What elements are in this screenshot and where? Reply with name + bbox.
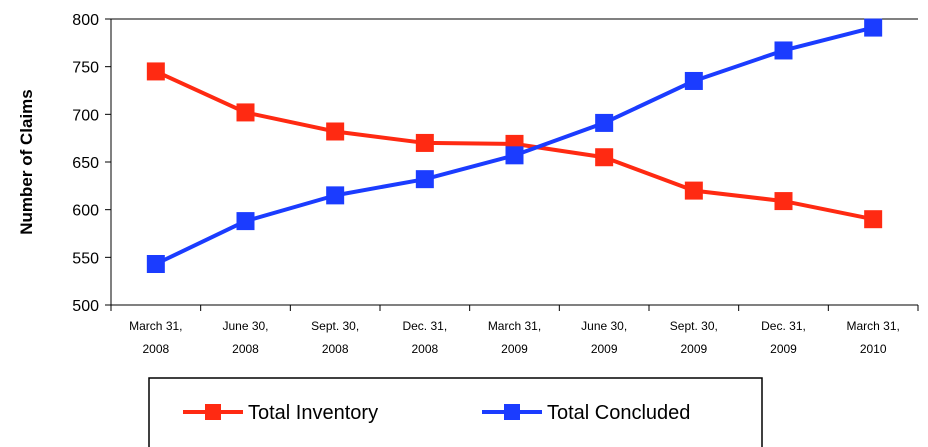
x-tick-label: Dec. 31, 2008 bbox=[402, 319, 447, 356]
y-tick-label: 650 bbox=[72, 155, 99, 172]
y-tick-label: 700 bbox=[72, 107, 99, 124]
data-point-total-concluded bbox=[684, 71, 703, 90]
data-point-total-concluded bbox=[505, 146, 524, 165]
data-point-total-concluded bbox=[326, 186, 345, 205]
x-tick-label: March 31, 2009 bbox=[488, 319, 541, 356]
legend-label: Total Concluded bbox=[547, 402, 690, 424]
data-point-total-inventory bbox=[774, 192, 793, 211]
data-point-total-inventory bbox=[595, 148, 614, 167]
x-tick-label: June 30, 2008 bbox=[222, 319, 268, 356]
legend-box bbox=[148, 377, 763, 447]
legend: Total Inventory Total Concluded bbox=[148, 377, 763, 447]
data-point-total-concluded bbox=[415, 170, 434, 189]
data-point-total-concluded bbox=[146, 255, 165, 274]
y-tick-label: 750 bbox=[72, 60, 99, 77]
y-tick-label: 550 bbox=[72, 250, 99, 267]
data-point-total-inventory bbox=[146, 62, 165, 81]
x-tick-label: March 31, 2010 bbox=[846, 319, 899, 356]
legend-item-total-concluded: Total Concluded bbox=[482, 402, 690, 424]
y-tick-label: 500 bbox=[72, 298, 99, 315]
data-point-total-inventory bbox=[415, 133, 434, 152]
series-layer bbox=[146, 18, 883, 274]
x-tick-label: March 31, 2008 bbox=[129, 319, 182, 356]
legend-item-total-inventory: Total Inventory bbox=[183, 402, 378, 424]
data-point-total-inventory bbox=[684, 181, 703, 200]
legend-marker bbox=[504, 404, 520, 420]
data-point-total-concluded bbox=[864, 18, 883, 37]
data-point-total-inventory bbox=[864, 210, 883, 229]
x-tick-label: June 30, 2009 bbox=[581, 319, 627, 356]
data-point-total-inventory bbox=[236, 103, 255, 122]
data-point-total-concluded bbox=[774, 41, 793, 60]
series-total-inventory bbox=[146, 62, 883, 229]
series-total-concluded bbox=[146, 18, 883, 274]
y-tick-label: 800 bbox=[72, 12, 99, 29]
y-axis-label: Number of Claims bbox=[17, 89, 36, 234]
x-tick-label: Sept. 30, 2008 bbox=[311, 319, 359, 356]
x-tick-label: Dec. 31, 2009 bbox=[761, 319, 806, 356]
legend-marker bbox=[205, 404, 221, 420]
x-axis: March 31, 2008 June 30, 2008 Sept. 30, 2008 De… bbox=[110, 304, 919, 356]
y-tick-label: 600 bbox=[72, 203, 99, 220]
data-point-total-inventory bbox=[326, 122, 345, 141]
data-point-total-concluded bbox=[595, 113, 614, 132]
y-axis: 500 550 600 650 700 750 800 bbox=[72, 12, 918, 315]
legend-label: Total Inventory bbox=[248, 402, 378, 424]
x-tick-label: Sept. 30, 2009 bbox=[670, 319, 718, 356]
data-point-total-concluded bbox=[236, 212, 255, 231]
